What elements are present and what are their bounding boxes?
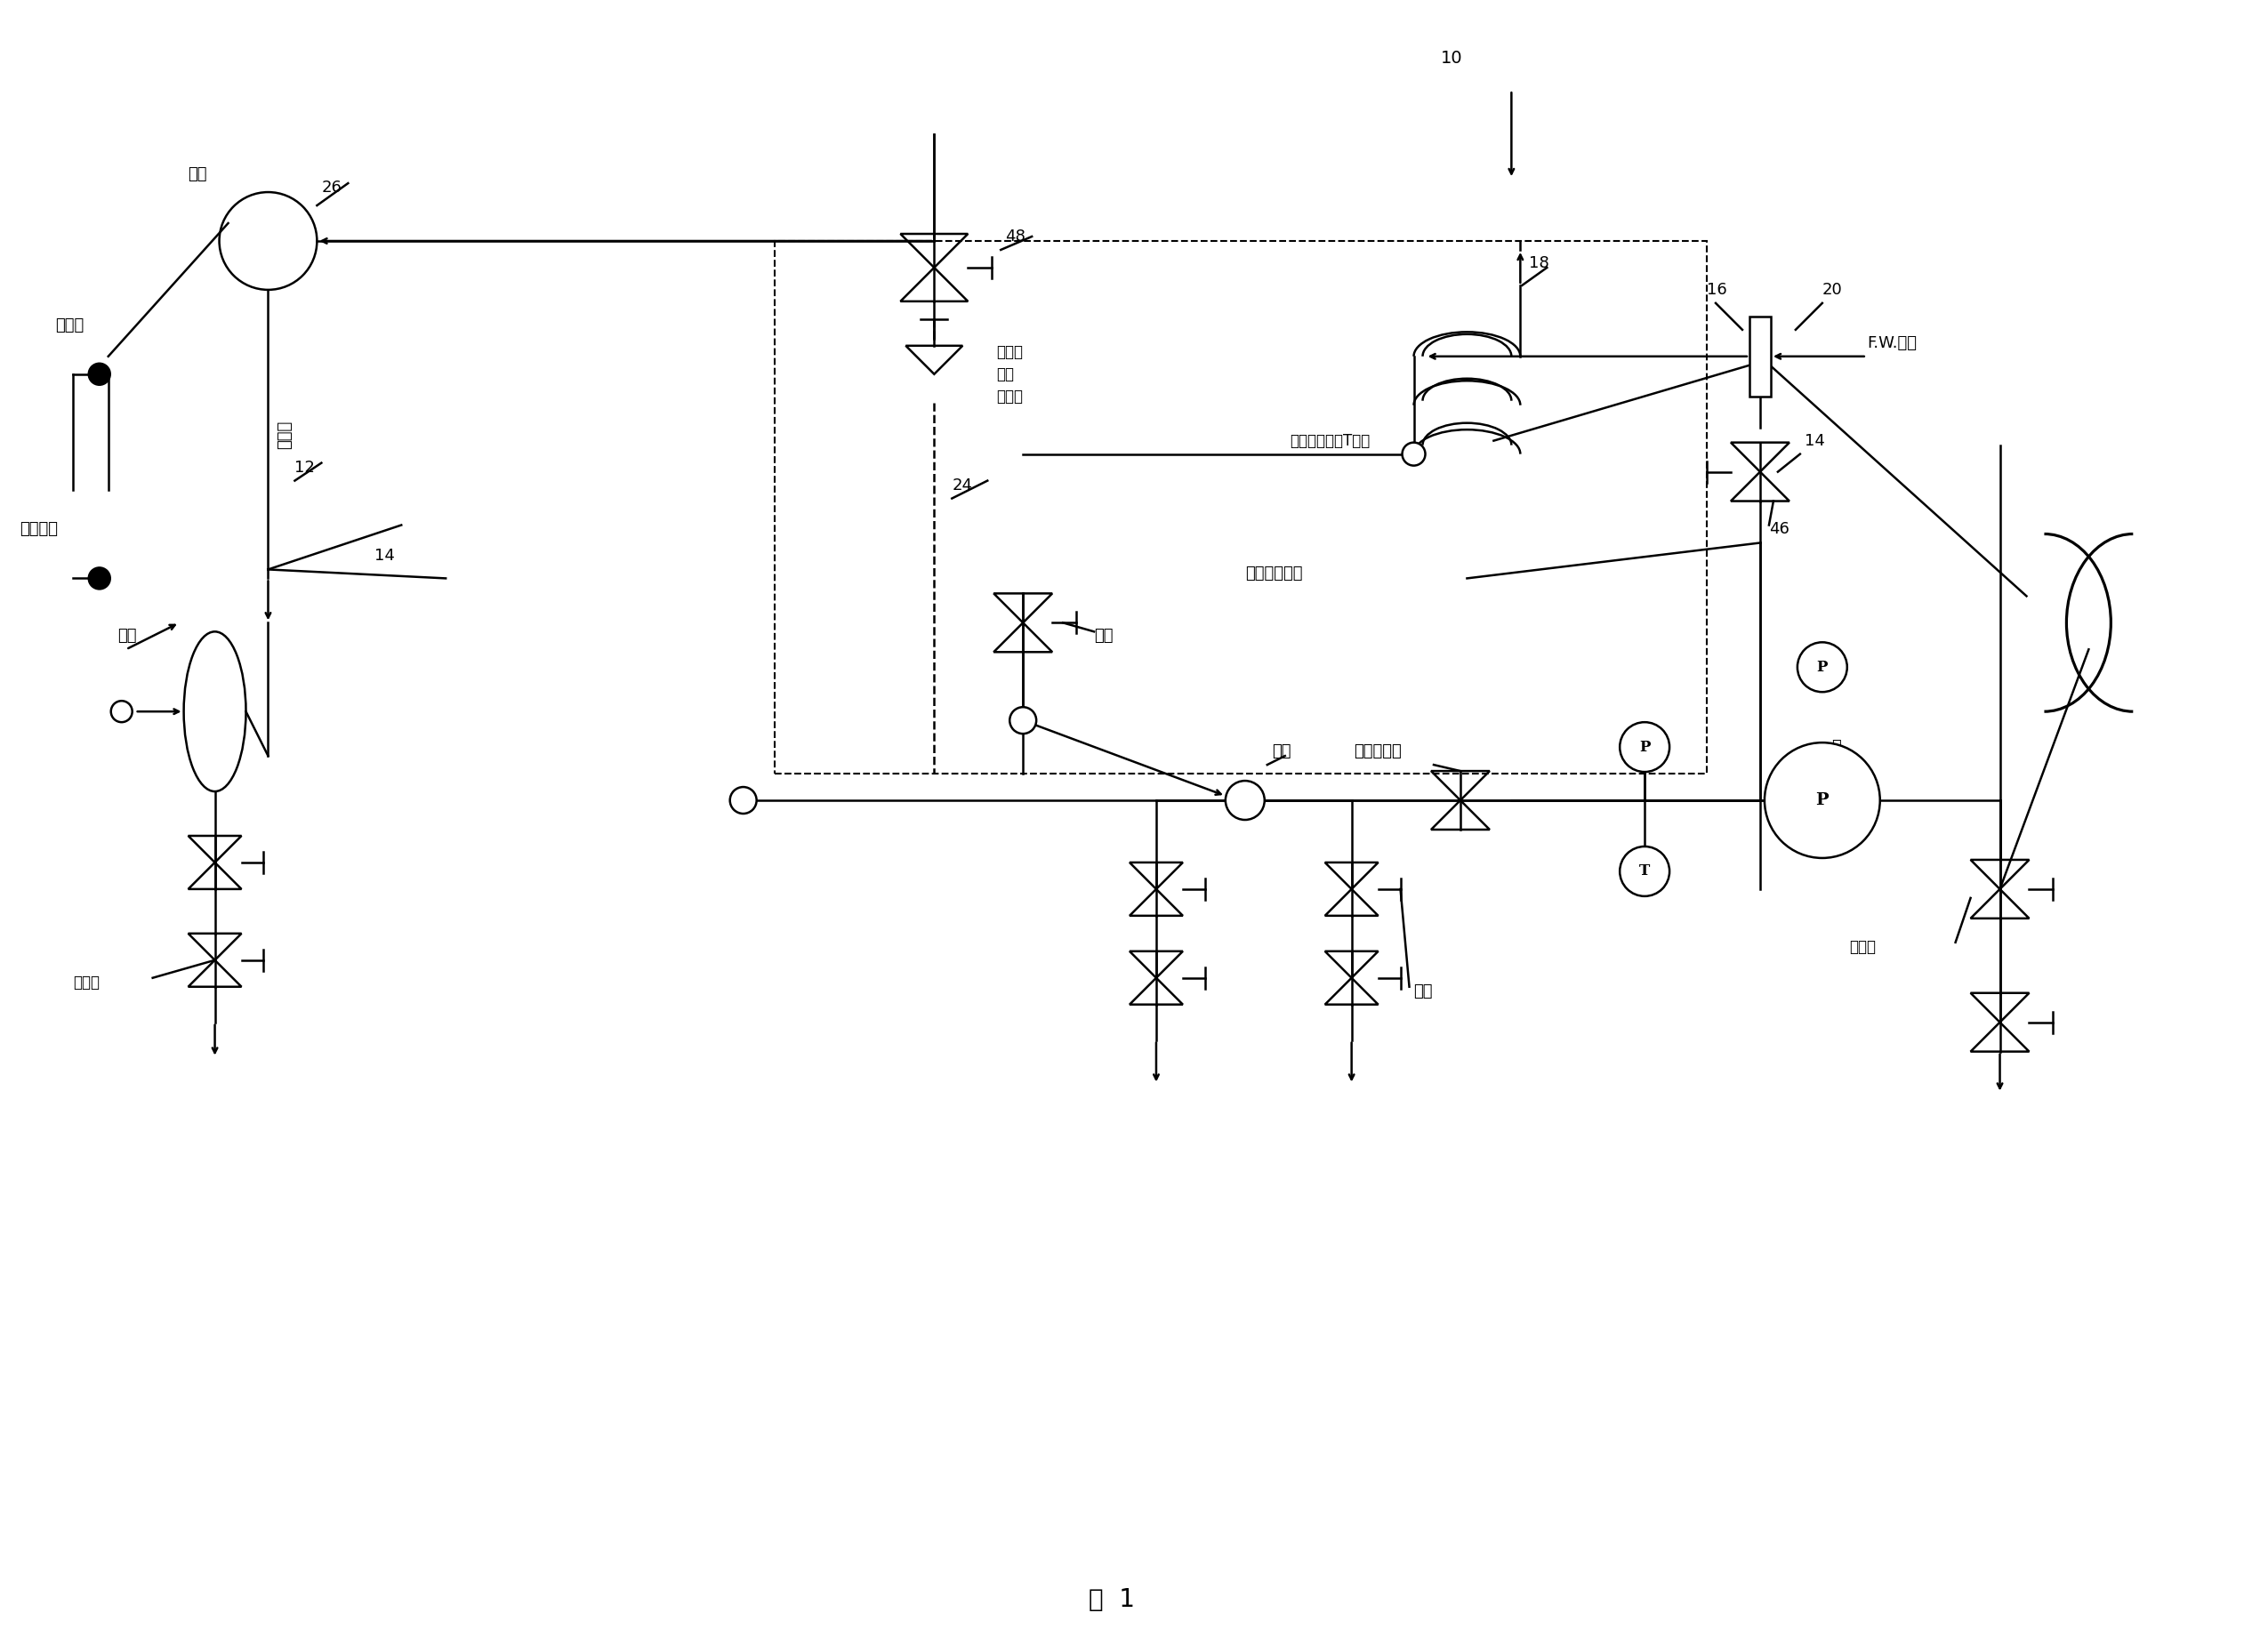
Text: 带隔热套管的T形管: 带隔热套管的T形管	[1290, 433, 1370, 449]
Circle shape	[111, 701, 132, 722]
Text: 20: 20	[1821, 281, 1842, 298]
Text: P: P	[1640, 740, 1651, 755]
Text: 主停止检验阀: 主停止检验阀	[1245, 566, 1302, 582]
Text: 10: 10	[1440, 49, 1463, 67]
Text: 48: 48	[1005, 229, 1025, 245]
Text: T: T	[1640, 864, 1651, 878]
Text: F.W.水流: F.W.水流	[1867, 336, 1916, 350]
Text: 14: 14	[1805, 433, 1826, 449]
Text: 汽筒: 汽筒	[188, 166, 206, 183]
Text: 14: 14	[374, 548, 395, 564]
Text: 排水管: 排水管	[73, 974, 100, 990]
Text: 喷出: 喷出	[1413, 984, 1433, 999]
Text: 熔炉电路: 熔炉电路	[20, 521, 57, 538]
Text: 16: 16	[1708, 281, 1726, 298]
Text: 主泵隔离阀: 主泵隔离阀	[1354, 744, 1402, 760]
Text: 阀门: 阀门	[1093, 628, 1114, 645]
Circle shape	[730, 786, 758, 814]
Circle shape	[88, 568, 111, 589]
Text: 节热器
入口
集气管: 节热器 入口 集气管	[996, 344, 1023, 405]
Text: 46: 46	[1769, 521, 1789, 538]
Text: 下水管: 下水管	[277, 419, 293, 449]
Text: 24: 24	[953, 477, 973, 494]
Text: 供给: 供给	[118, 628, 136, 645]
Circle shape	[88, 364, 111, 385]
Circle shape	[1619, 722, 1669, 772]
Text: 排水管: 排水管	[1848, 939, 1876, 954]
Text: P: P	[1817, 660, 1828, 674]
Circle shape	[1765, 742, 1880, 859]
Circle shape	[1225, 781, 1266, 819]
Text: 18: 18	[1529, 255, 1549, 271]
Text: 上升管: 上升管	[54, 317, 84, 334]
Text: 图  1: 图 1	[1089, 1587, 1134, 1612]
Text: 总管: 总管	[1272, 744, 1290, 760]
Text: 26: 26	[322, 179, 342, 196]
Circle shape	[1402, 443, 1424, 466]
Circle shape	[1619, 847, 1669, 897]
Circle shape	[1009, 707, 1036, 734]
Text: 12: 12	[295, 459, 315, 475]
Text: P: P	[1817, 793, 1828, 808]
Text: 泵: 泵	[1830, 739, 1842, 755]
Bar	[1749, 316, 1771, 396]
Bar	[773, 240, 1708, 773]
Circle shape	[1799, 642, 1846, 693]
